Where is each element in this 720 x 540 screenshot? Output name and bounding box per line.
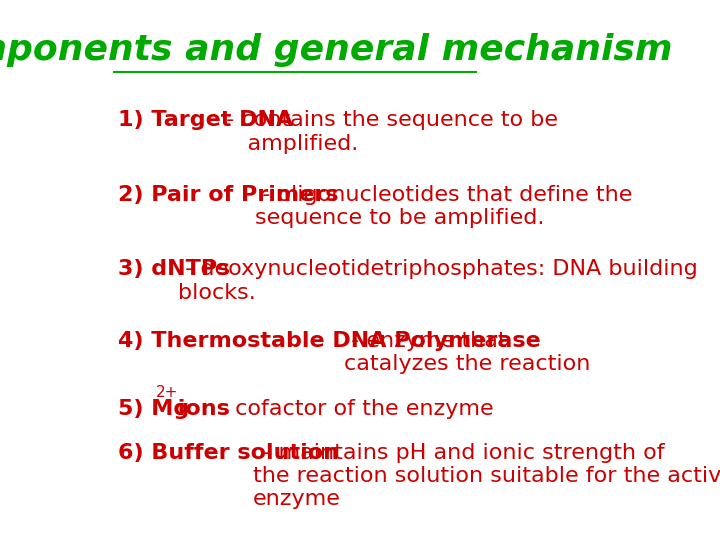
Text: ions: ions [170,399,230,418]
Text: – maintains pH and ionic strength of
the reaction solution suitable for the acti: – maintains pH and ionic strength of the… [253,443,720,509]
Text: - cofactor of the enzyme: - cofactor of the enzyme [170,399,494,418]
Text: 2) Pair of Primers: 2) Pair of Primers [118,185,338,205]
Text: 5) Mg: 5) Mg [118,399,189,418]
Text: - contains the sequence to be
    amplified.: - contains the sequence to be amplified. [219,111,558,154]
Text: 6) Buffer solution: 6) Buffer solution [118,443,339,463]
Text: Components and general mechanism: Components and general mechanism [0,33,672,68]
Text: - deoxynucleotidetriphosphates: DNA building
blocks.: - deoxynucleotidetriphosphates: DNA buil… [179,259,698,302]
Text: 4) Thermostable DNA Polymerase: 4) Thermostable DNA Polymerase [118,331,541,351]
Text: 3) dNTPs: 3) dNTPs [118,259,230,279]
Text: - enzyme that
catalyzes the reaction: - enzyme that catalyzes the reaction [344,331,590,374]
Text: - oligonucleotides that define the
sequence to be amplified.: - oligonucleotides that define the seque… [255,185,632,228]
Text: 1) Target DNA: 1) Target DNA [118,111,293,131]
Text: 2+: 2+ [156,386,178,400]
